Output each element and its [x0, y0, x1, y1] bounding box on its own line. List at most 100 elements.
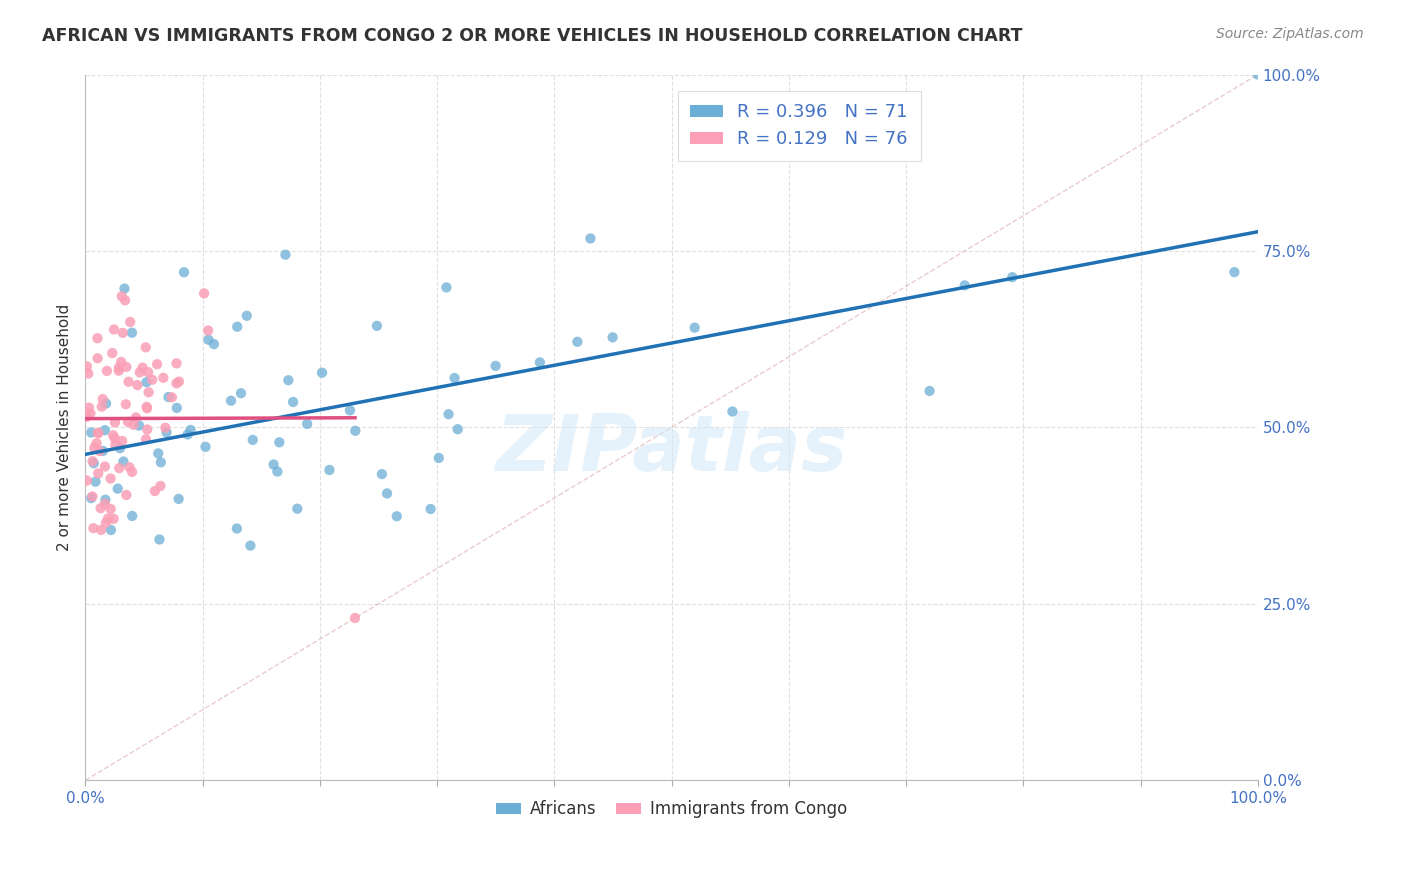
Point	[114, 293, 136, 308]
Point	[111, 326, 134, 340]
Point	[100, 471, 122, 485]
Point	[104, 416, 127, 430]
Point	[176, 427, 198, 442]
Point	[91, 392, 114, 406]
Point	[371, 467, 394, 482]
Point	[277, 373, 299, 387]
Point	[128, 365, 150, 379]
Point	[385, 509, 408, 524]
Point	[111, 289, 134, 303]
Point	[77, 401, 100, 415]
Point	[236, 309, 259, 323]
Point	[197, 324, 219, 338]
Point	[285, 501, 308, 516]
Legend: Africans, Immigrants from Congo: Africans, Immigrants from Congo	[489, 794, 853, 825]
Point	[107, 360, 129, 375]
Point	[94, 497, 117, 511]
Point	[114, 282, 136, 296]
Point	[86, 331, 108, 345]
Point	[165, 376, 187, 391]
Point	[136, 401, 159, 416]
Point	[100, 502, 122, 516]
Point	[484, 359, 506, 373]
Point	[436, 280, 458, 294]
Point	[112, 454, 135, 468]
Point	[427, 450, 450, 465]
Point	[602, 330, 624, 344]
Point	[447, 422, 470, 436]
Point	[1247, 68, 1270, 82]
Point	[82, 454, 104, 468]
Point	[375, 486, 398, 500]
Point	[311, 366, 333, 380]
Point	[117, 415, 139, 429]
Point	[529, 355, 551, 369]
Text: Source: ZipAtlas.com: Source: ZipAtlas.com	[1216, 27, 1364, 41]
Point	[149, 455, 172, 469]
Point	[344, 424, 367, 438]
Point	[87, 467, 110, 481]
Point	[76, 474, 98, 488]
Point	[157, 390, 180, 404]
Point	[104, 431, 127, 445]
Point	[953, 278, 976, 293]
Text: AFRICAN VS IMMIGRANTS FROM CONGO 2 OR MORE VEHICLES IN HOUSEHOLD CORRELATION CHA: AFRICAN VS IMMIGRANTS FROM CONGO 2 OR MO…	[42, 27, 1022, 45]
Point	[107, 482, 129, 496]
Point	[111, 434, 134, 448]
Point	[103, 322, 125, 336]
Point	[1001, 270, 1024, 285]
Point	[721, 404, 744, 418]
Point	[339, 403, 361, 417]
Point	[197, 333, 219, 347]
Point	[108, 441, 131, 455]
Point	[152, 371, 174, 385]
Point	[193, 286, 215, 301]
Point	[97, 511, 120, 525]
Point	[180, 423, 202, 437]
Point	[135, 432, 157, 446]
Point	[114, 397, 136, 411]
Point	[94, 396, 117, 410]
Point	[87, 426, 110, 441]
Point	[143, 484, 166, 499]
Point	[110, 355, 132, 369]
Point	[155, 425, 177, 440]
Point	[121, 508, 143, 523]
Point	[121, 465, 143, 479]
Point	[366, 318, 388, 333]
Point	[101, 346, 124, 360]
Point	[104, 438, 127, 452]
Point	[239, 539, 262, 553]
Point	[437, 407, 460, 421]
Point	[173, 265, 195, 279]
Point	[80, 425, 103, 440]
Point	[89, 444, 111, 458]
Point	[83, 456, 105, 470]
Point	[122, 417, 145, 432]
Point	[94, 459, 117, 474]
Point	[90, 523, 112, 537]
Point	[80, 491, 103, 505]
Point	[84, 475, 107, 489]
Point	[90, 400, 112, 414]
Point	[295, 417, 318, 431]
Point	[76, 359, 98, 374]
Point	[202, 337, 225, 351]
Point	[76, 409, 98, 424]
Point	[108, 461, 131, 475]
Text: ZIPatlas: ZIPatlas	[495, 410, 848, 486]
Point	[90, 501, 112, 516]
Point	[108, 364, 131, 378]
Point	[79, 406, 101, 420]
Point	[115, 488, 138, 502]
Point	[166, 356, 188, 370]
Point	[115, 359, 138, 374]
Point	[567, 334, 589, 349]
Point	[160, 390, 183, 404]
Point	[82, 490, 104, 504]
Point	[229, 386, 252, 401]
Point	[266, 465, 288, 479]
Point	[91, 444, 114, 458]
Point	[86, 351, 108, 366]
Point	[148, 533, 170, 547]
